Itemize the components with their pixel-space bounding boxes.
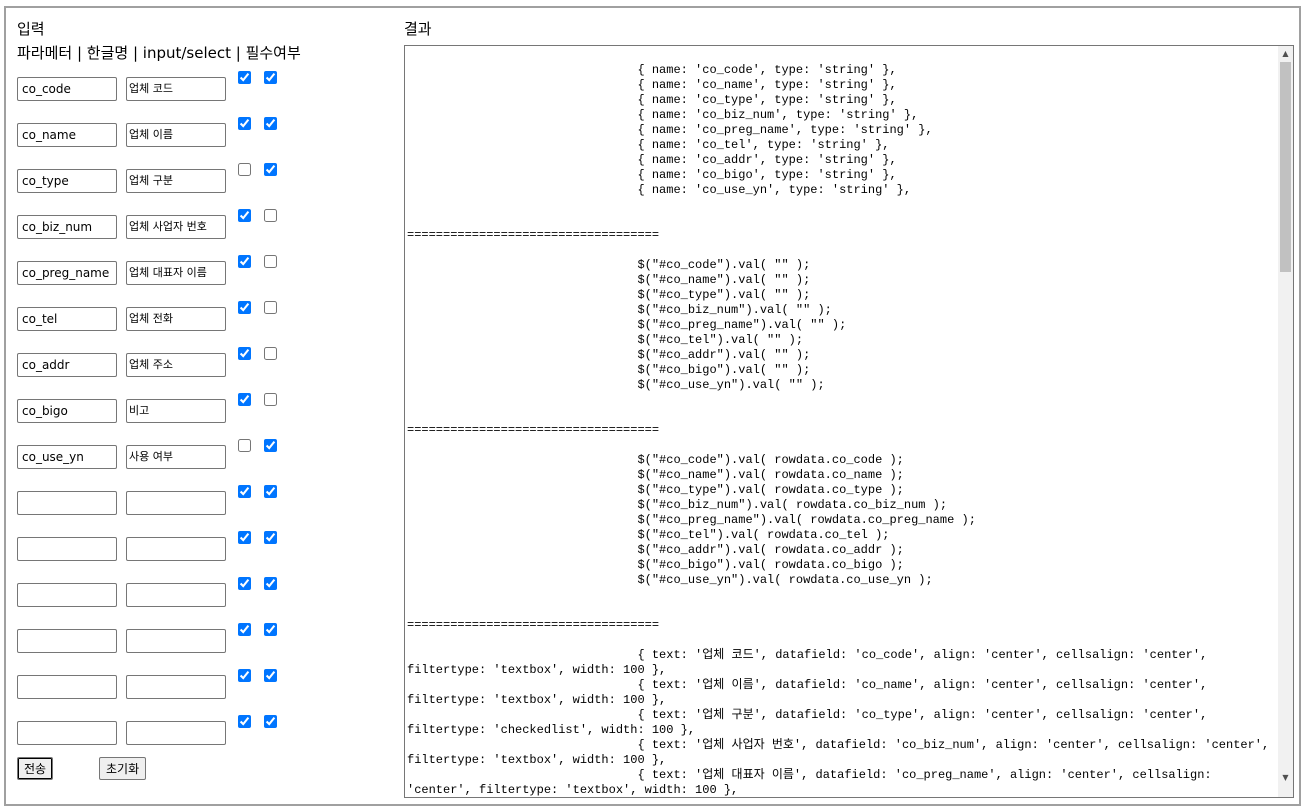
required-checkbox[interactable] xyxy=(264,301,277,314)
param-input[interactable]: co_type xyxy=(17,169,117,193)
required-checkbox[interactable] xyxy=(264,669,277,682)
param-input[interactable] xyxy=(17,675,117,699)
korean-name-input[interactable]: 업체 사업자 번호 xyxy=(126,215,226,239)
scroll-up-icon[interactable]: ▲ xyxy=(1282,49,1289,58)
scrollbar[interactable]: ▲ ▼ xyxy=(1278,46,1293,797)
korean-name-input[interactable] xyxy=(126,491,226,515)
korean-name-input[interactable] xyxy=(126,721,226,745)
required-checkbox[interactable] xyxy=(264,347,277,360)
required-checkbox[interactable] xyxy=(264,715,277,728)
result-output[interactable]: { name: 'co_code', type: 'string' }, { n… xyxy=(404,45,1294,798)
required-checkbox[interactable] xyxy=(264,577,277,590)
input-section: 입력 파라메터 | 한글명 | input/select | 필수여부 co_c… xyxy=(17,18,387,745)
korean-name-input[interactable]: 업체 대표자 이름 xyxy=(126,261,226,285)
input-select-checkbox[interactable] xyxy=(238,71,251,84)
input-select-checkbox[interactable] xyxy=(238,577,251,590)
input-select-checkbox[interactable] xyxy=(238,439,251,452)
param-input[interactable]: co_code xyxy=(17,77,117,101)
korean-name-input[interactable] xyxy=(126,675,226,699)
korean-name-input[interactable]: 업체 코드 xyxy=(126,77,226,101)
input-select-checkbox[interactable] xyxy=(238,531,251,544)
param-input[interactable] xyxy=(17,537,117,561)
korean-name-input[interactable] xyxy=(126,537,226,561)
required-checkbox[interactable] xyxy=(264,393,277,406)
result-output-text[interactable]: { name: 'co_code', type: 'string' }, { n… xyxy=(407,63,1270,797)
korean-name-input[interactable]: 업체 전화 xyxy=(126,307,226,331)
input-select-checkbox[interactable] xyxy=(238,669,251,682)
korean-name-input[interactable] xyxy=(126,629,226,653)
required-checkbox[interactable] xyxy=(264,623,277,636)
scroll-down-icon[interactable]: ▼ xyxy=(1282,773,1289,782)
korean-name-input[interactable]: 업체 이름 xyxy=(126,123,226,147)
param-input[interactable]: co_preg_name xyxy=(17,261,117,285)
reset-button[interactable]: 초기화 xyxy=(99,757,147,780)
param-input[interactable]: co_name xyxy=(17,123,117,147)
required-checkbox[interactable] xyxy=(264,209,277,222)
required-checkbox[interactable] xyxy=(264,71,277,84)
korean-name-input[interactable] xyxy=(126,583,226,607)
input-select-checkbox[interactable] xyxy=(238,163,251,176)
korean-name-input[interactable]: 사용 여부 xyxy=(126,445,226,469)
param-input[interactable]: co_addr xyxy=(17,353,117,377)
input-select-checkbox[interactable] xyxy=(238,209,251,222)
result-title: 결과 xyxy=(404,20,432,38)
scrollbar-thumb[interactable] xyxy=(1280,62,1291,272)
param-input[interactable]: co_tel xyxy=(17,307,117,331)
param-input[interactable] xyxy=(17,583,117,607)
required-checkbox[interactable] xyxy=(264,255,277,268)
korean-name-input[interactable]: 업체 주소 xyxy=(126,353,226,377)
korean-name-input[interactable]: 비고 xyxy=(126,399,226,423)
input-select-checkbox[interactable] xyxy=(238,255,251,268)
korean-name-input[interactable]: 업체 구분 xyxy=(126,169,226,193)
input-select-checkbox[interactable] xyxy=(238,117,251,130)
required-checkbox[interactable] xyxy=(264,531,277,544)
input-select-checkbox[interactable] xyxy=(238,485,251,498)
param-input[interactable]: co_bigo xyxy=(17,399,117,423)
input-select-checkbox[interactable] xyxy=(238,623,251,636)
param-input[interactable]: co_use_yn xyxy=(17,445,117,469)
input-select-checkbox[interactable] xyxy=(238,393,251,406)
param-input[interactable] xyxy=(17,629,117,653)
required-checkbox[interactable] xyxy=(264,163,277,176)
columns-header: 파라메터 | 한글명 | input/select | 필수여부 xyxy=(17,44,301,62)
param-input[interactable]: co_biz_num xyxy=(17,215,117,239)
input-select-checkbox[interactable] xyxy=(238,301,251,314)
required-checkbox[interactable] xyxy=(264,117,277,130)
input-select-checkbox[interactable] xyxy=(238,347,251,360)
input-select-checkbox[interactable] xyxy=(238,715,251,728)
required-checkbox[interactable] xyxy=(264,439,277,452)
param-input[interactable] xyxy=(17,491,117,515)
submit-button[interactable]: 전송 xyxy=(17,757,54,780)
param-input[interactable] xyxy=(17,721,117,745)
input-title: 입력 xyxy=(17,20,45,38)
required-checkbox[interactable] xyxy=(264,485,277,498)
